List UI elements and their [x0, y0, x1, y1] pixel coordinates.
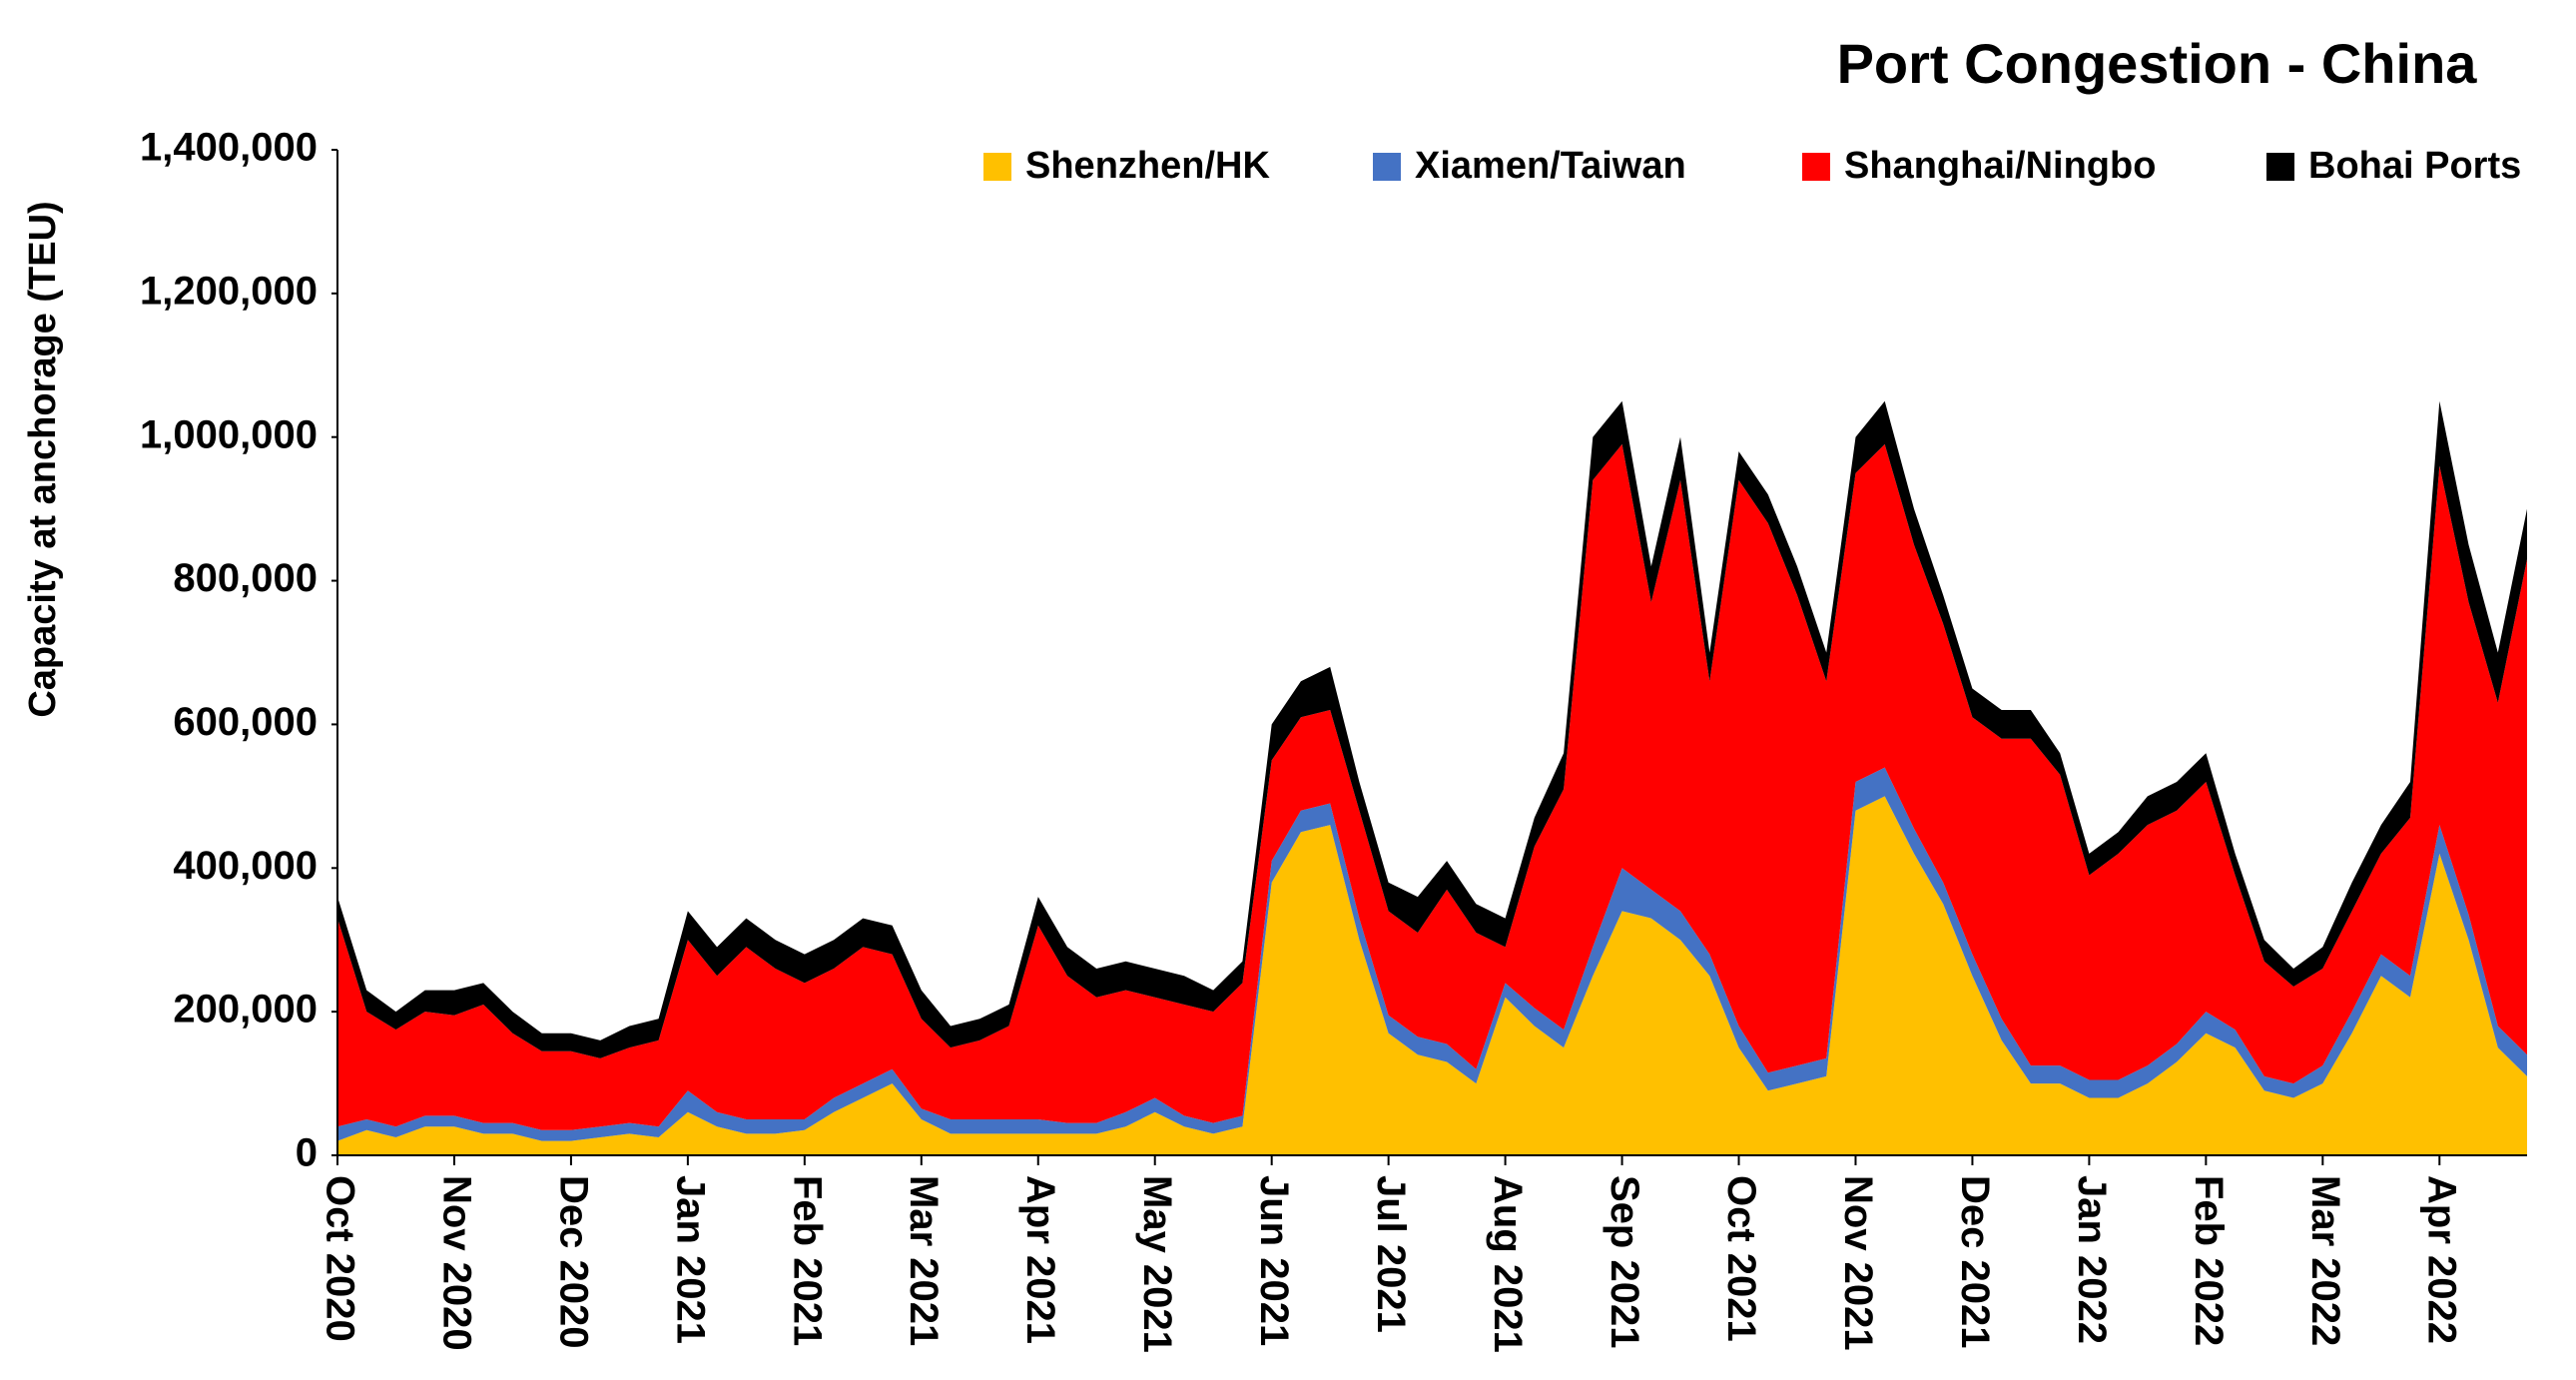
x-tick-label: Oct 2020 [318, 1175, 361, 1342]
x-tick-label: Aug 2021 [1486, 1175, 1530, 1353]
x-tick-label: Jun 2021 [1252, 1175, 1296, 1346]
legend-label: Bohai Ports [2308, 145, 2521, 187]
x-tick-label: Feb 2022 [2187, 1175, 2231, 1346]
legend-swatch [1373, 153, 1401, 181]
legend-label: Shenzhen/HK [1025, 145, 1270, 187]
legend-label: Shanghai/Ningbo [1844, 145, 2156, 187]
x-tick-label: Nov 2020 [434, 1175, 478, 1351]
y-tick-label: 1,400,000 [140, 126, 318, 170]
x-tick-label: Oct 2021 [1719, 1175, 1763, 1342]
area [337, 796, 2527, 1155]
x-tick-label: Jan 2022 [2070, 1175, 2114, 1344]
x-tick-label: Apr 2021 [1018, 1175, 1062, 1344]
y-tick-label: 200,000 [173, 988, 318, 1032]
legend-label: Xiamen/Taiwan [1415, 145, 1686, 187]
y-tick-label: 600,000 [173, 700, 318, 744]
y-tick-label: 400,000 [173, 844, 318, 888]
y-tick-label: 1,200,000 [140, 269, 318, 313]
legend-swatch [983, 153, 1011, 181]
y-tick-label: 1,000,000 [140, 412, 318, 456]
x-tick-label: Jan 2021 [668, 1175, 712, 1344]
x-tick-label: Apr 2022 [2420, 1175, 2464, 1344]
y-tick-label: 0 [296, 1131, 318, 1175]
x-tick-label: Mar 2021 [902, 1175, 946, 1346]
x-tick-label: Jul 2021 [1369, 1175, 1413, 1333]
x-tick-label: Sep 2021 [1603, 1175, 1646, 1348]
legend-swatch [1802, 153, 1830, 181]
y-axis-label: Capacity at anchorage (TEU) [22, 201, 64, 717]
x-tick-label: May 2021 [1135, 1175, 1179, 1353]
x-tick-label: Feb 2021 [785, 1175, 829, 1346]
x-tick-label: Nov 2021 [1836, 1175, 1880, 1351]
legend-swatch [2266, 153, 2294, 181]
chart-title: Port Congestion - China [1837, 32, 2478, 95]
x-tick-label: Dec 2020 [551, 1175, 595, 1348]
area [337, 443, 2527, 1130]
x-tick-label: Dec 2021 [1953, 1175, 1997, 1348]
x-tick-label: Mar 2022 [2303, 1175, 2347, 1346]
y-tick-label: 800,000 [173, 556, 318, 600]
